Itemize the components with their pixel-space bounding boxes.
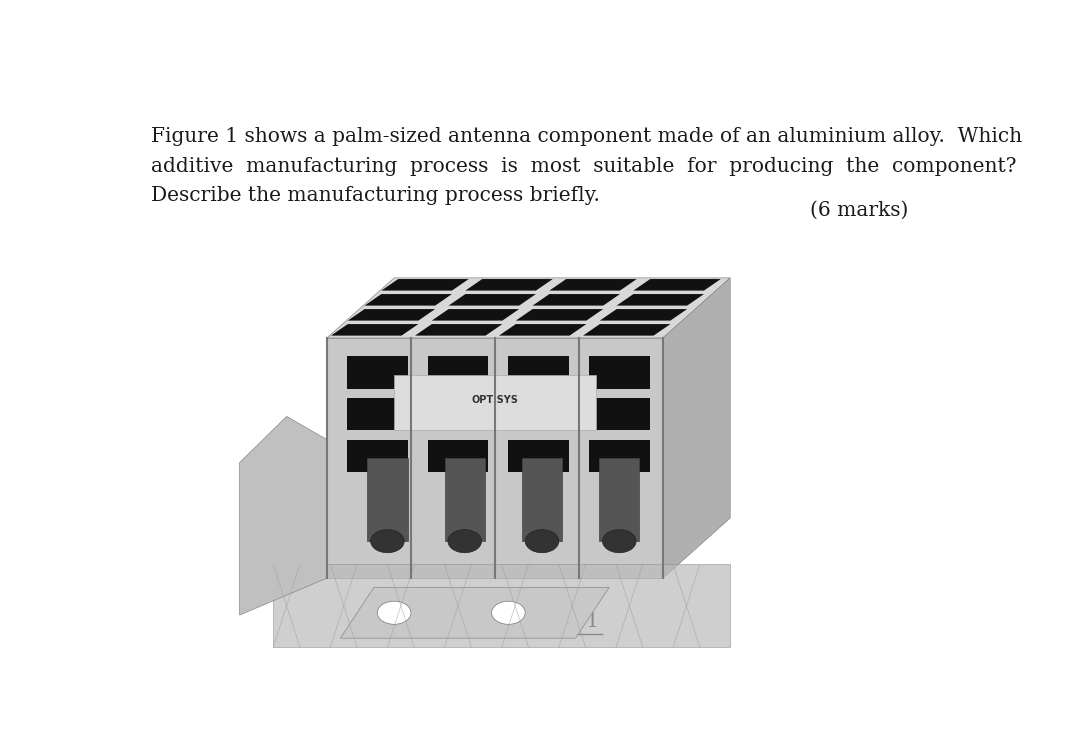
Text: Figure 1 shows a palm-sized antenna component made of an aluminium alloy.  Which: Figure 1 shows a palm-sized antenna comp… — [151, 127, 1022, 146]
Bar — [367, 458, 408, 541]
Text: additive  manufacturing  process  is  most  suitable  for  producing  the  compo: additive manufacturing process is most s… — [151, 156, 1016, 176]
Polygon shape — [240, 416, 327, 615]
Bar — [508, 356, 569, 389]
Polygon shape — [633, 279, 721, 291]
Polygon shape — [583, 324, 670, 335]
Bar — [327, 338, 663, 578]
Bar — [444, 458, 485, 541]
Polygon shape — [327, 278, 731, 338]
Text: OPTISYS: OPTISYS — [472, 396, 518, 405]
Bar — [428, 398, 488, 431]
Polygon shape — [331, 324, 418, 335]
Polygon shape — [364, 294, 452, 305]
Bar — [589, 398, 649, 431]
Polygon shape — [340, 587, 609, 638]
Bar — [589, 440, 649, 472]
Circle shape — [603, 530, 636, 553]
Bar — [428, 440, 488, 472]
Polygon shape — [449, 294, 535, 305]
Bar — [395, 375, 596, 431]
Bar — [347, 440, 408, 472]
Polygon shape — [382, 279, 468, 291]
Polygon shape — [499, 324, 586, 335]
Circle shape — [525, 530, 559, 553]
Circle shape — [371, 530, 404, 553]
Polygon shape — [431, 309, 519, 320]
Polygon shape — [348, 309, 435, 320]
Bar — [347, 398, 408, 431]
Polygon shape — [532, 294, 620, 305]
Polygon shape — [663, 278, 731, 578]
Polygon shape — [516, 309, 603, 320]
Polygon shape — [617, 294, 704, 305]
Text: (6 marks): (6 marks) — [810, 201, 908, 221]
Bar — [508, 398, 569, 431]
Bar — [589, 356, 649, 389]
Polygon shape — [599, 309, 687, 320]
Polygon shape — [550, 279, 636, 291]
Bar — [599, 458, 640, 541]
Text: Describe the manufacturing process briefly.: Describe the manufacturing process brief… — [151, 186, 599, 206]
Circle shape — [492, 601, 526, 624]
Text: Figure 1: Figure 1 — [512, 612, 599, 632]
Circle shape — [448, 530, 481, 553]
Bar — [347, 356, 408, 389]
Bar — [521, 458, 563, 541]
Polygon shape — [415, 324, 502, 335]
Bar — [428, 356, 488, 389]
Circle shape — [377, 601, 411, 624]
Bar — [273, 564, 731, 647]
Polygon shape — [465, 279, 553, 291]
Bar — [508, 440, 569, 472]
